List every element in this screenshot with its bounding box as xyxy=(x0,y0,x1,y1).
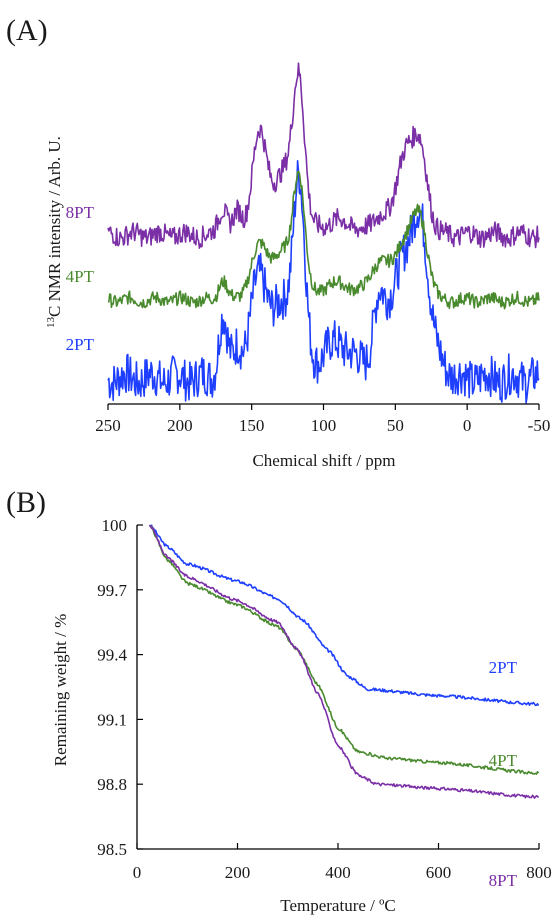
series-label-8PT: 8PT xyxy=(489,871,518,890)
x-tick-label: 250 xyxy=(95,416,121,435)
series-label-4PT: 4PT xyxy=(489,751,518,770)
x-tick-label: 400 xyxy=(325,863,351,882)
x-tick-label: 0 xyxy=(463,416,472,435)
series-label-8PT: 8PT xyxy=(66,203,95,222)
series-line-4PT xyxy=(107,170,540,310)
panel-a-label: (A) xyxy=(6,14,48,47)
x-tick-label: -50 xyxy=(528,416,551,435)
panel-b-curves xyxy=(148,524,540,799)
y-tick-label: 98.8 xyxy=(97,775,127,794)
panel-b-x-axis-title: Temperature / ºC xyxy=(280,896,395,915)
panel-b-label: (B) xyxy=(6,486,46,519)
y-tick-label: 99.4 xyxy=(97,646,127,665)
panel-b-y-axis-title: Remaining weight / % xyxy=(51,614,70,767)
series-line-2PT xyxy=(107,160,540,404)
series-label-4PT: 4PT xyxy=(66,267,95,286)
panel-b-series-labels: 2PT 4PT 8PT xyxy=(489,658,518,890)
series-line-4PT xyxy=(148,524,540,775)
x-tick-label: 0 xyxy=(133,863,142,882)
panel-b-x-ticks: 0 200 400 600 800 xyxy=(133,843,552,882)
panel-a-x-ticks: 250 200 150 100 50 0 -50 xyxy=(95,404,550,435)
y-tick-label: 100 xyxy=(102,516,128,535)
panel-a: (A) 2PT 4PT 8PT 250 200 150 100 50 0 -50 Chemica… xyxy=(6,14,550,470)
series-label-2PT: 2PT xyxy=(66,335,95,354)
series-line-8PT xyxy=(148,524,540,799)
y-tick-label: 99.7 xyxy=(97,581,127,600)
panel-a-series-labels: 2PT 4PT 8PT xyxy=(66,203,95,354)
panel-a-curves xyxy=(107,62,540,404)
panel-b: (B) 0 200 400 600 800 100 99.7 99.4 99.1 98.8 98.… xyxy=(6,486,552,915)
panel-b-y-ticks: 100 99.7 99.4 99.1 98.8 98.5 xyxy=(97,516,143,859)
x-tick-label: 50 xyxy=(387,416,404,435)
panel-a-y-axis-title-isotope: 13 xyxy=(45,316,57,328)
y-tick-label: 99.1 xyxy=(97,710,127,729)
series-label-2PT: 2PT xyxy=(489,658,518,677)
x-tick-label: 200 xyxy=(167,416,193,435)
x-tick-label: 600 xyxy=(426,863,452,882)
x-tick-label: 200 xyxy=(225,863,251,882)
y-tick-label: 98.5 xyxy=(97,840,127,859)
panel-a-x-axis-title: Chemical shift / ppm xyxy=(252,451,395,470)
panel-a-y-axis-title-text: C NMR intensity / Arb. U. xyxy=(45,136,64,317)
x-tick-label: 100 xyxy=(311,416,337,435)
series-line-2PT xyxy=(149,524,540,707)
x-tick-label: 150 xyxy=(239,416,265,435)
x-tick-label: 800 xyxy=(526,863,552,882)
series-line-8PT xyxy=(107,62,540,249)
panel-a-y-axis-title: 13C NMR intensity / Arb. U. xyxy=(45,136,64,328)
